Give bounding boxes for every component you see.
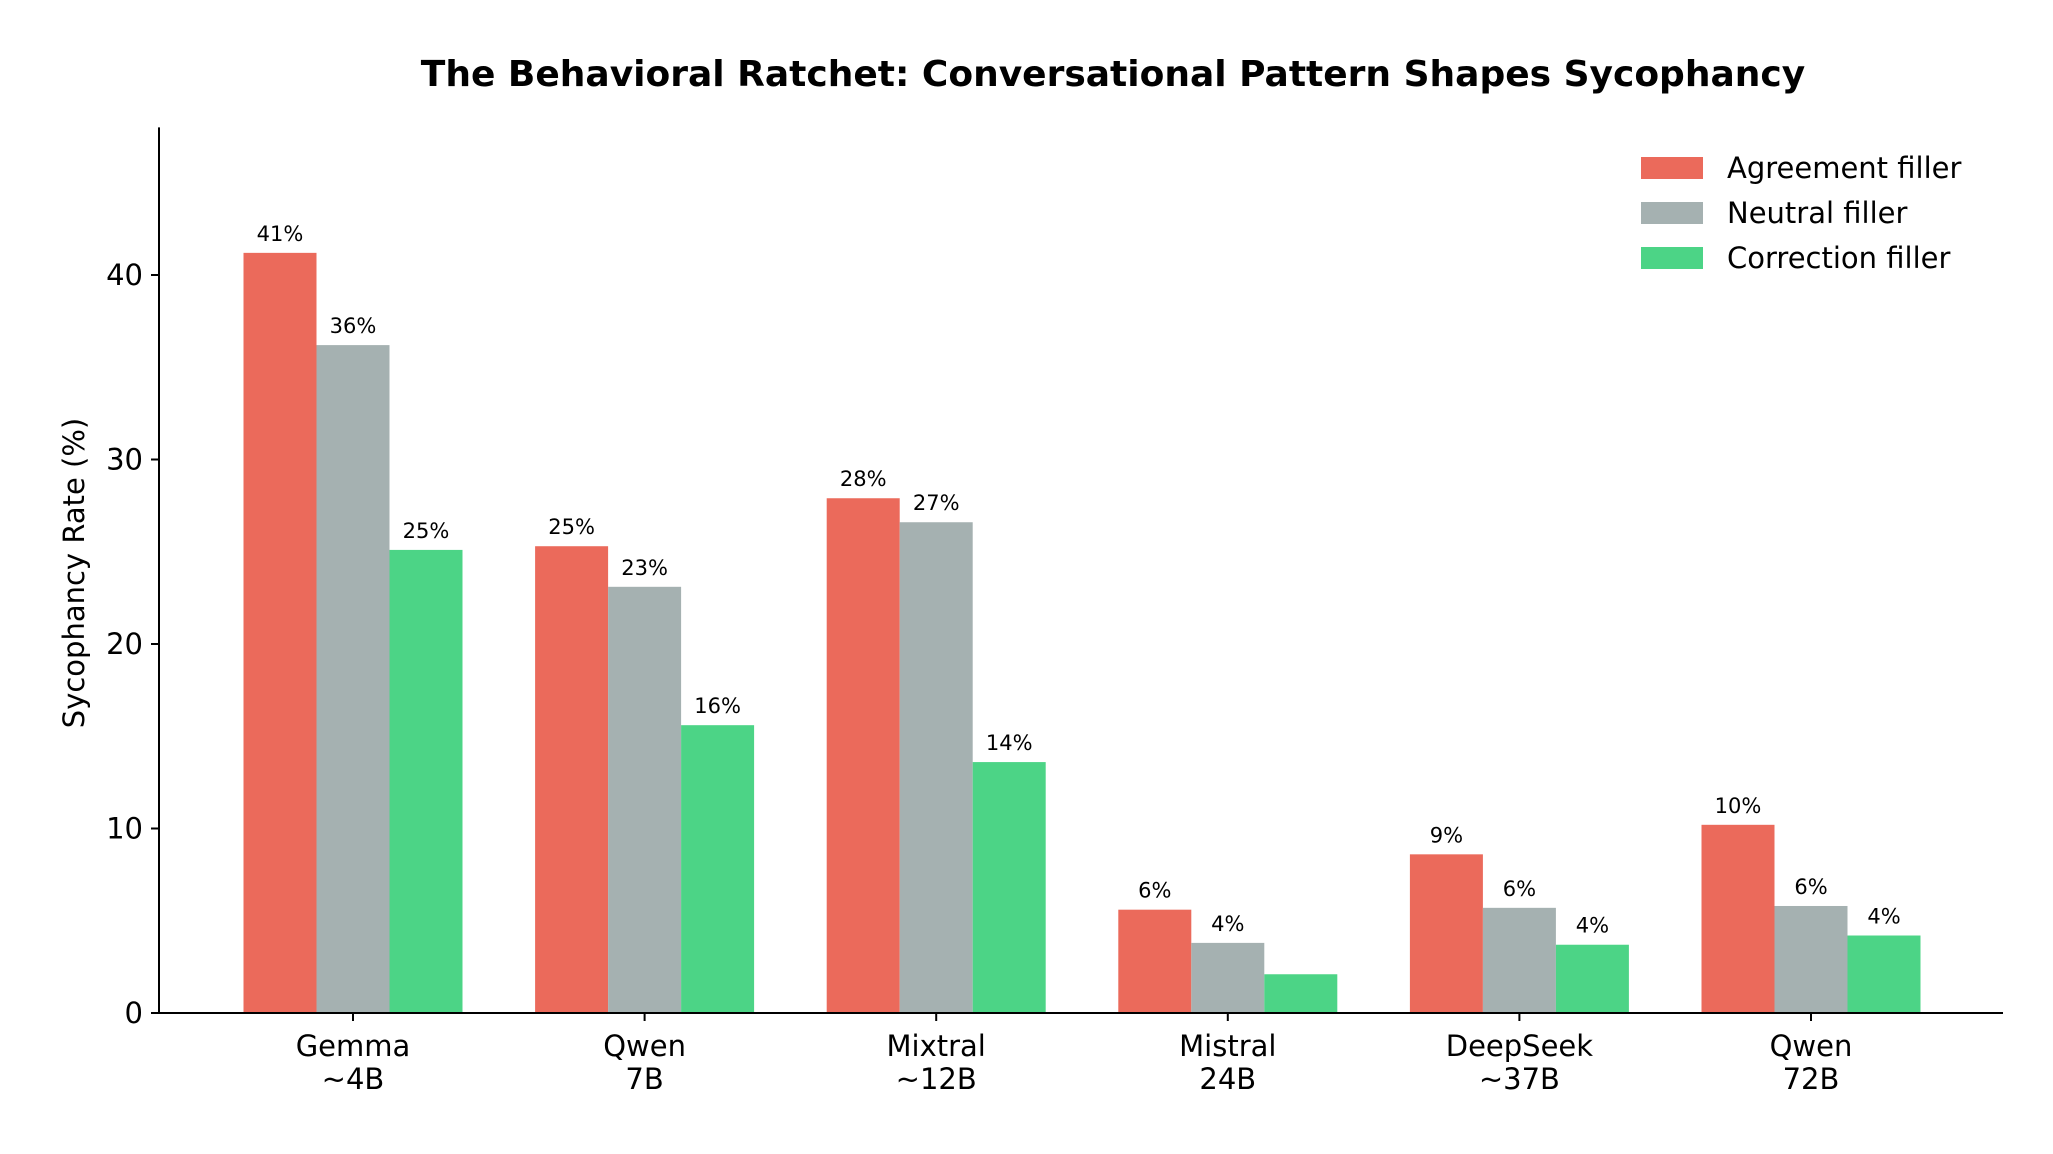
bar-1-2 bbox=[899, 522, 973, 1013]
legend-swatch-2 bbox=[1641, 247, 1703, 269]
y-axis-title: Sycophancy Rate (%) bbox=[57, 418, 91, 728]
y-tick-label-3: 30 bbox=[106, 443, 143, 477]
bar-0-5 bbox=[1701, 824, 1775, 1013]
data-label-1-3: 4% bbox=[1211, 912, 1244, 936]
x-tick-label-3: Mistral 24B bbox=[1179, 1029, 1276, 1096]
legend-label-1: Neutral filler bbox=[1727, 196, 1907, 230]
data-label-1-2: 27% bbox=[913, 491, 960, 515]
legend-swatch-0 bbox=[1641, 157, 1703, 179]
bar-0-2 bbox=[826, 498, 900, 1013]
x-tick-label-1: Qwen 7B bbox=[603, 1029, 686, 1096]
data-label-0-5: 10% bbox=[1715, 794, 1762, 818]
x-tick-label-line-5-0: Qwen bbox=[1770, 1029, 1853, 1063]
bar-1-0 bbox=[316, 345, 390, 1013]
data-label-1-5: 6% bbox=[1794, 875, 1827, 899]
y-tick-label-2: 20 bbox=[106, 627, 143, 661]
bar-1-3 bbox=[1191, 942, 1265, 1013]
plot-area: 41% 25% 28% 6% 9% 10% 36% 23% 27% 4% 6% 6% 25% 16% 14%… bbox=[106, 127, 2003, 1096]
bar-2-0 bbox=[389, 549, 463, 1013]
bar-2-1 bbox=[681, 725, 755, 1013]
x-tick-label-line-4-0: DeepSeek bbox=[1446, 1029, 1594, 1063]
data-label-0-2: 28% bbox=[840, 467, 887, 491]
x-tick-label-line-3-1: 24B bbox=[1199, 1062, 1256, 1096]
x-tick-label-0: Gemma ~4B bbox=[296, 1029, 411, 1096]
data-label-2-0: 25% bbox=[403, 519, 450, 543]
x-tick-label-line-2-0: Mixtral bbox=[887, 1029, 986, 1063]
chart-title: The Behavioral Ratchet: Conversational P… bbox=[421, 54, 1805, 95]
x-tick-label-2: Mixtral ~12B bbox=[887, 1029, 986, 1096]
bar-2-2 bbox=[972, 762, 1046, 1013]
data-label-0-0: 41% bbox=[257, 222, 304, 246]
data-label-2-1: 16% bbox=[694, 694, 741, 718]
y-tick-label-1: 10 bbox=[106, 812, 143, 846]
legend: Agreement filler Neutral filler Correction… bbox=[1641, 151, 1961, 275]
data-label-1-0: 36% bbox=[330, 314, 377, 338]
x-tick-label-line-3-0: Mistral bbox=[1179, 1029, 1276, 1063]
bar-1-5 bbox=[1774, 905, 1848, 1013]
legend-swatch-1 bbox=[1641, 202, 1703, 224]
bar-0-3 bbox=[1118, 909, 1192, 1013]
y-tick-label-4: 40 bbox=[106, 258, 143, 292]
x-tick-label-line-4-1: ~37B bbox=[1479, 1062, 1560, 1096]
bar-2-5 bbox=[1847, 935, 1921, 1013]
data-label-1-4: 6% bbox=[1503, 877, 1536, 901]
data-label-2-4: 4% bbox=[1576, 914, 1609, 938]
x-tick-label-line-0-0: Gemma bbox=[296, 1029, 411, 1063]
x-tick-label-5: Qwen 72B bbox=[1770, 1029, 1853, 1096]
bar-1-1 bbox=[608, 586, 682, 1013]
x-tick-label-4: DeepSeek ~37B bbox=[1446, 1029, 1594, 1096]
data-label-0-3: 6% bbox=[1138, 879, 1171, 903]
bar-0-0 bbox=[243, 252, 317, 1014]
x-tick-label-line-1-0: Qwen bbox=[603, 1029, 686, 1063]
x-tick-label-line-2-1: ~12B bbox=[896, 1062, 977, 1096]
bar-0-4 bbox=[1409, 854, 1483, 1013]
x-tick-label-line-0-1: ~4B bbox=[322, 1062, 385, 1096]
legend-label-2: Correction filler bbox=[1727, 241, 1950, 275]
bar-1-4 bbox=[1482, 907, 1556, 1013]
bar-2-4 bbox=[1555, 944, 1629, 1013]
data-label-0-4: 9% bbox=[1430, 823, 1463, 847]
data-label-2-5: 4% bbox=[1867, 905, 1900, 929]
data-label-0-1: 25% bbox=[548, 515, 595, 539]
x-tick-label-line-1-1: 7B bbox=[625, 1062, 663, 1096]
bar-2-3 bbox=[1264, 974, 1338, 1013]
data-label-1-1: 23% bbox=[621, 556, 668, 580]
data-label-2-2: 14% bbox=[986, 731, 1033, 755]
y-tick-label-0: 0 bbox=[125, 996, 143, 1030]
x-tick-label-line-5-1: 72B bbox=[1783, 1062, 1840, 1096]
bar-0-1 bbox=[535, 546, 609, 1013]
legend-label-0: Agreement filler bbox=[1727, 151, 1961, 185]
